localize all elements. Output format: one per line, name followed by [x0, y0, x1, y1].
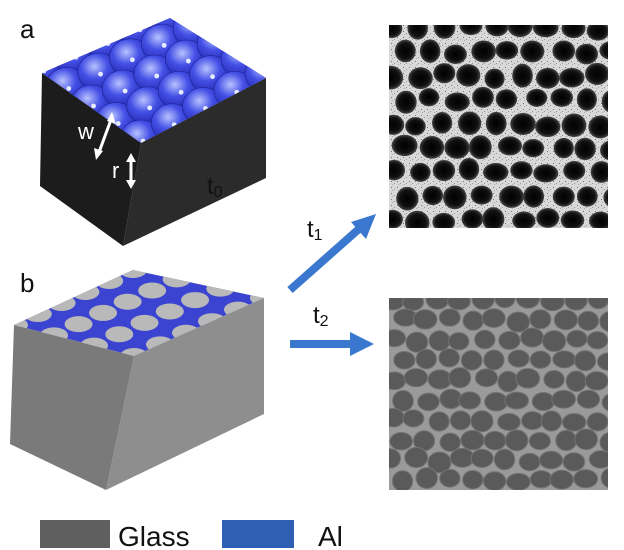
- sem-image-t2: [389, 298, 608, 490]
- panel-a-front-face: [40, 73, 141, 246]
- time-label-t0: t0: [207, 173, 223, 201]
- panel-a-block: [40, 18, 266, 246]
- r-label: r: [112, 158, 119, 183]
- legend-label-glass: Glass: [118, 521, 190, 550]
- panel-b-side-face: [106, 298, 264, 490]
- w-dimension-arrow: [94, 112, 116, 160]
- time-label-t1: t1: [307, 216, 323, 244]
- sem-image-t1: [389, 25, 608, 228]
- legend-swatch-al: [222, 520, 294, 548]
- r-dimension-arrow: [126, 153, 136, 189]
- al-disks: [14, 270, 264, 356]
- panel-label-b: b: [20, 268, 34, 298]
- panel-a-side-face: [123, 78, 266, 246]
- arrow-t2: [290, 332, 374, 356]
- time-label-t2: t2: [313, 302, 329, 330]
- arrow-t1: [287, 214, 376, 293]
- panel-b-front-face: [10, 325, 134, 490]
- w-label: w: [77, 119, 94, 144]
- legend-label-al: Al: [318, 521, 343, 550]
- panel-label-a: a: [20, 14, 35, 44]
- legend-swatch-glass: [40, 520, 110, 548]
- panel-b-block: [10, 270, 264, 490]
